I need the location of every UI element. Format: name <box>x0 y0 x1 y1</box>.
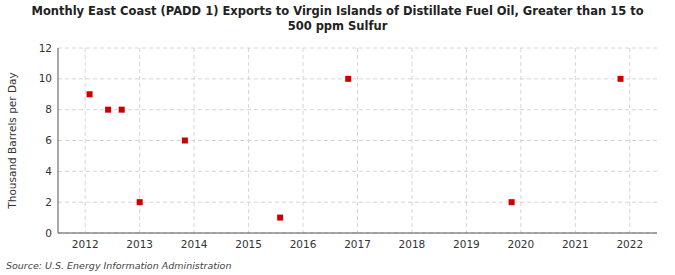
y-grid-line <box>58 140 657 141</box>
y-grid-line <box>58 109 657 110</box>
x-grid-line <box>85 48 86 233</box>
y-tick-label: 2 <box>45 196 52 208</box>
title: Monthly East Coast (PADD 1) Exports to V… <box>31 4 643 33</box>
point <box>345 76 351 82</box>
x-tick-label: 2020 <box>507 238 534 250</box>
x-tick-label: 2013 <box>126 238 153 250</box>
y-tick-label: 10 <box>39 72 52 84</box>
y-axis-label: Thousand Barrels per Day <box>6 72 18 209</box>
point <box>119 107 125 113</box>
chart-container: Monthly East Coast (PADD 1) Exports to V… <box>0 0 675 275</box>
y-tick-label: 8 <box>45 103 52 115</box>
y-tick-label: 6 <box>45 134 52 146</box>
title-line: 500 ppm Sulfur <box>288 19 388 33</box>
point <box>182 138 188 144</box>
title-line: Monthly East Coast (PADD 1) Exports to V… <box>31 4 643 18</box>
x-tick-label: 2022 <box>616 238 643 250</box>
x-tick-label: 2018 <box>399 238 426 250</box>
points <box>87 76 624 221</box>
x-tick-label: 2015 <box>235 238 262 250</box>
x-grid-line <box>575 48 576 233</box>
y-tick-label: 0 <box>45 227 52 239</box>
x-tick-label: 2021 <box>562 238 589 250</box>
source: Source: U.S. Energy Information Administ… <box>6 260 231 271</box>
y-tick-label: 12 <box>39 42 52 54</box>
point <box>277 215 283 221</box>
x-grid-line <box>357 48 358 233</box>
point <box>87 91 93 97</box>
x-tick-label: 2012 <box>72 238 99 250</box>
y-grid-line <box>58 171 657 172</box>
point <box>137 199 143 205</box>
y-grid-line <box>58 233 657 234</box>
grid <box>58 48 657 233</box>
x-axis-line <box>58 233 657 234</box>
chart-svg: Monthly East Coast (PADD 1) Exports to V… <box>0 0 675 275</box>
y-axis-line <box>58 48 59 233</box>
x-tick-label: 2017 <box>344 238 371 250</box>
x-tick-label: 2019 <box>453 238 480 250</box>
y-grid-line <box>58 48 657 49</box>
y-tick-label: 4 <box>45 165 52 177</box>
x-grid-line <box>629 48 630 233</box>
x-grid-line <box>139 48 140 233</box>
y-grid-line <box>58 202 657 203</box>
x-tick-label: 2016 <box>290 238 317 250</box>
x-tick-label: 2014 <box>181 238 208 250</box>
point <box>509 199 515 205</box>
y-grid-line <box>58 78 657 79</box>
point <box>618 76 624 82</box>
point <box>105 107 111 113</box>
